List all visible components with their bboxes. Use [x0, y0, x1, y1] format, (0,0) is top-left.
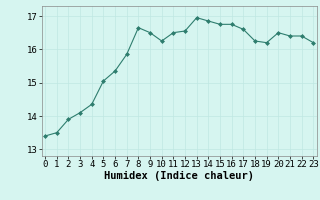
X-axis label: Humidex (Indice chaleur): Humidex (Indice chaleur) — [104, 171, 254, 181]
